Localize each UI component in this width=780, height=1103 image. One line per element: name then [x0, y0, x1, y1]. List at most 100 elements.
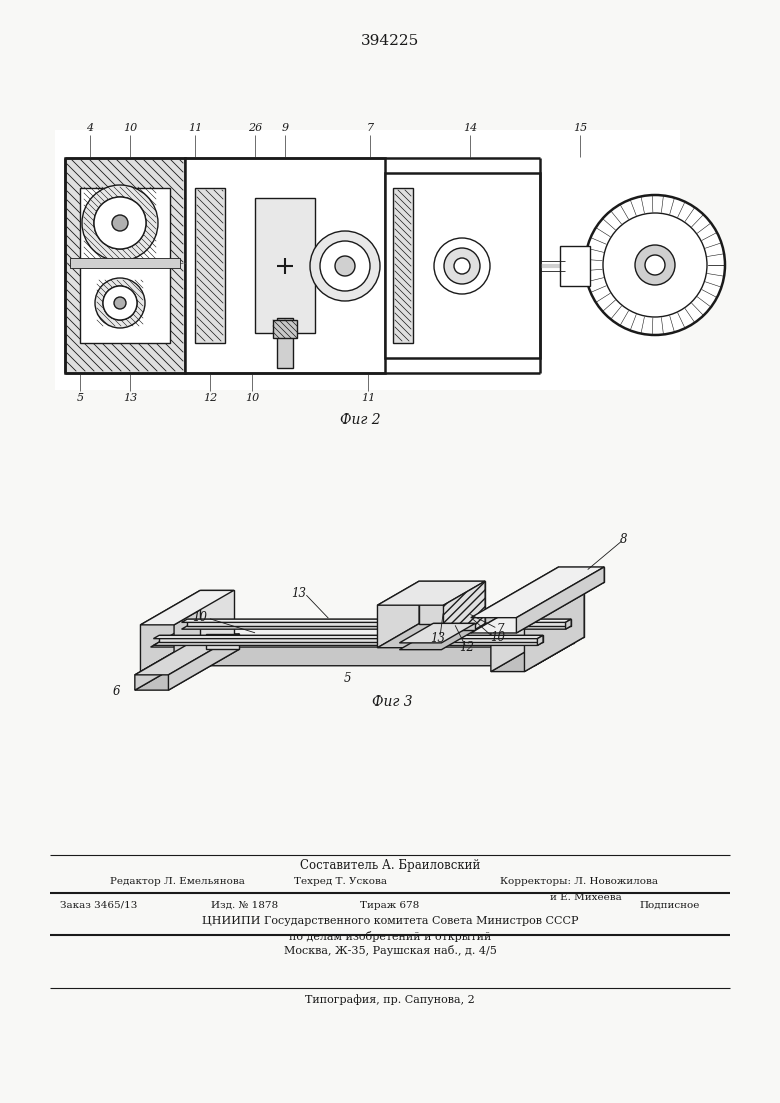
Polygon shape [159, 635, 543, 642]
Text: 11: 11 [361, 393, 375, 403]
Circle shape [310, 231, 380, 301]
Circle shape [112, 215, 128, 231]
Bar [393, 188, 413, 343]
Polygon shape [399, 630, 475, 650]
Bar [560, 246, 590, 286]
Bar [80, 188, 170, 343]
Polygon shape [491, 590, 584, 625]
Text: Типография, пр. Сапунова, 2: Типография, пр. Сапунова, 2 [305, 995, 475, 1006]
Text: 7: 7 [497, 623, 504, 636]
Polygon shape [471, 582, 604, 633]
Polygon shape [182, 625, 571, 629]
Circle shape [635, 245, 675, 285]
Text: Москва, Ж-35, Раушская наб., д. 4/5: Москва, Ж-35, Раушская наб., д. 4/5 [284, 945, 496, 956]
Polygon shape [200, 590, 234, 638]
Polygon shape [537, 635, 543, 645]
Text: Подписное: Подписное [640, 900, 700, 910]
Polygon shape [558, 567, 604, 582]
Text: 10: 10 [491, 631, 505, 644]
Text: 13: 13 [431, 632, 445, 645]
Polygon shape [174, 590, 234, 672]
Circle shape [444, 248, 480, 283]
Text: по делам изобретений и открытий: по делам изобретений и открытий [289, 931, 491, 942]
Polygon shape [140, 638, 234, 672]
Polygon shape [151, 624, 574, 647]
Circle shape [603, 213, 707, 317]
Polygon shape [534, 624, 574, 666]
Circle shape [114, 297, 126, 309]
Circle shape [335, 256, 355, 276]
Bar [70, 258, 180, 268]
Bar [385, 173, 540, 358]
Polygon shape [378, 623, 485, 647]
Text: 12: 12 [459, 641, 474, 654]
Text: Фиг 3: Фиг 3 [372, 695, 413, 709]
Polygon shape [190, 624, 574, 643]
Circle shape [434, 238, 490, 295]
Circle shape [94, 197, 146, 249]
Polygon shape [206, 634, 239, 650]
Text: 10: 10 [193, 611, 207, 624]
Polygon shape [135, 650, 239, 690]
Text: Тираж 678: Тираж 678 [360, 900, 420, 910]
Text: 5: 5 [76, 393, 83, 403]
Polygon shape [471, 567, 558, 633]
Bar [65, 158, 185, 373]
Polygon shape [168, 634, 239, 690]
Polygon shape [151, 624, 190, 666]
Text: 15: 15 [573, 124, 587, 133]
Text: Составитель А. Браиловский: Составитель А. Браиловский [300, 858, 480, 871]
Text: 5: 5 [343, 672, 351, 685]
Text: 8: 8 [619, 533, 627, 546]
Circle shape [454, 258, 470, 274]
Text: Изд. № 1878: Изд. № 1878 [211, 900, 278, 910]
Text: 13: 13 [291, 587, 306, 600]
Text: 6: 6 [113, 685, 120, 698]
Text: Техред Т. Ускова: Техред Т. Ускова [293, 878, 387, 887]
Circle shape [103, 286, 137, 320]
Polygon shape [399, 623, 475, 643]
Text: 11: 11 [188, 124, 202, 133]
Polygon shape [154, 635, 543, 639]
Text: Редактор Л. Емельянова: Редактор Л. Емельянова [110, 878, 245, 887]
Bar [273, 320, 297, 338]
Text: 9: 9 [282, 124, 289, 133]
Polygon shape [182, 619, 571, 622]
Polygon shape [419, 581, 485, 623]
Circle shape [103, 286, 137, 320]
Bar [185, 158, 385, 373]
Text: 7: 7 [367, 124, 374, 133]
Text: ЦНИИПИ Государственного комитета Совета Министров СССР: ЦНИИПИ Государственного комитета Совета … [202, 915, 578, 927]
Bar [277, 318, 293, 368]
Polygon shape [378, 581, 485, 606]
Circle shape [645, 255, 665, 275]
Polygon shape [187, 619, 571, 625]
Text: 13: 13 [123, 393, 137, 403]
Circle shape [585, 195, 725, 335]
Circle shape [112, 215, 128, 231]
Text: 14: 14 [463, 124, 477, 133]
Circle shape [94, 197, 146, 249]
Polygon shape [151, 643, 574, 666]
Text: 10: 10 [123, 124, 137, 133]
Polygon shape [444, 581, 485, 647]
Bar [255, 199, 315, 333]
Polygon shape [140, 590, 200, 672]
Text: и Е. Михеева: и Е. Михеева [550, 892, 622, 901]
Polygon shape [491, 590, 551, 672]
Text: 26: 26 [248, 124, 262, 133]
Polygon shape [566, 619, 571, 629]
Circle shape [82, 185, 158, 261]
Text: Заказ 3465/13: Заказ 3465/13 [60, 900, 137, 910]
Text: 394225: 394225 [361, 34, 419, 49]
Circle shape [114, 297, 126, 309]
Polygon shape [491, 638, 584, 672]
Polygon shape [471, 567, 604, 618]
Bar [55, 130, 680, 390]
Polygon shape [551, 590, 584, 638]
Circle shape [320, 240, 370, 291]
Bar [195, 188, 225, 343]
Polygon shape [140, 590, 234, 625]
Polygon shape [378, 581, 419, 647]
Text: Фиг 2: Фиг 2 [339, 413, 381, 427]
